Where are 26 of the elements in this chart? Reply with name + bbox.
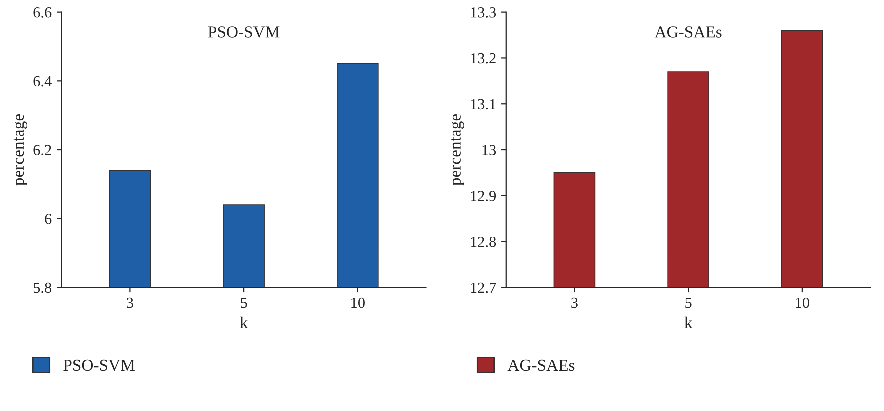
x-axis-title: k [684,316,693,328]
y-tick-label: 13 [482,145,496,156]
y-tick-label: 5.8 [34,282,52,294]
x-tick-label: 5 [241,298,248,308]
text: AG-SAEs [654,26,722,38]
x-tick-label: 10 [352,298,365,308]
x-tick-label: 10 [796,298,810,308]
y-tick-label: 12.9 [471,191,496,202]
y-tick-label: 6 [45,214,52,224]
text: PSO-SVM [208,26,280,38]
y-tick-label: 6.2 [34,145,52,156]
y-tick-label: 6.6 [34,8,52,18]
y-tick-label: 13.2 [471,53,496,64]
x-tick-label: 5 [686,298,692,308]
y-axis-title: percentage [451,114,464,186]
y-tick-label: 12.8 [471,236,496,248]
legend-label: PSO-SVM [64,360,135,372]
y-tick-label: 13.3 [471,8,496,18]
y-tick-label: 6.4 [34,76,52,87]
x-tick-label: 3 [572,298,578,308]
x-tick-label: 3 [127,298,134,308]
y-tick-label: 13.1 [471,99,496,110]
y-axis-title: percentage [14,114,28,186]
legend-label: AG-SAEs [508,360,575,372]
x-axis-title: k [240,316,248,328]
y-tick-label: 12.7 [471,282,496,294]
